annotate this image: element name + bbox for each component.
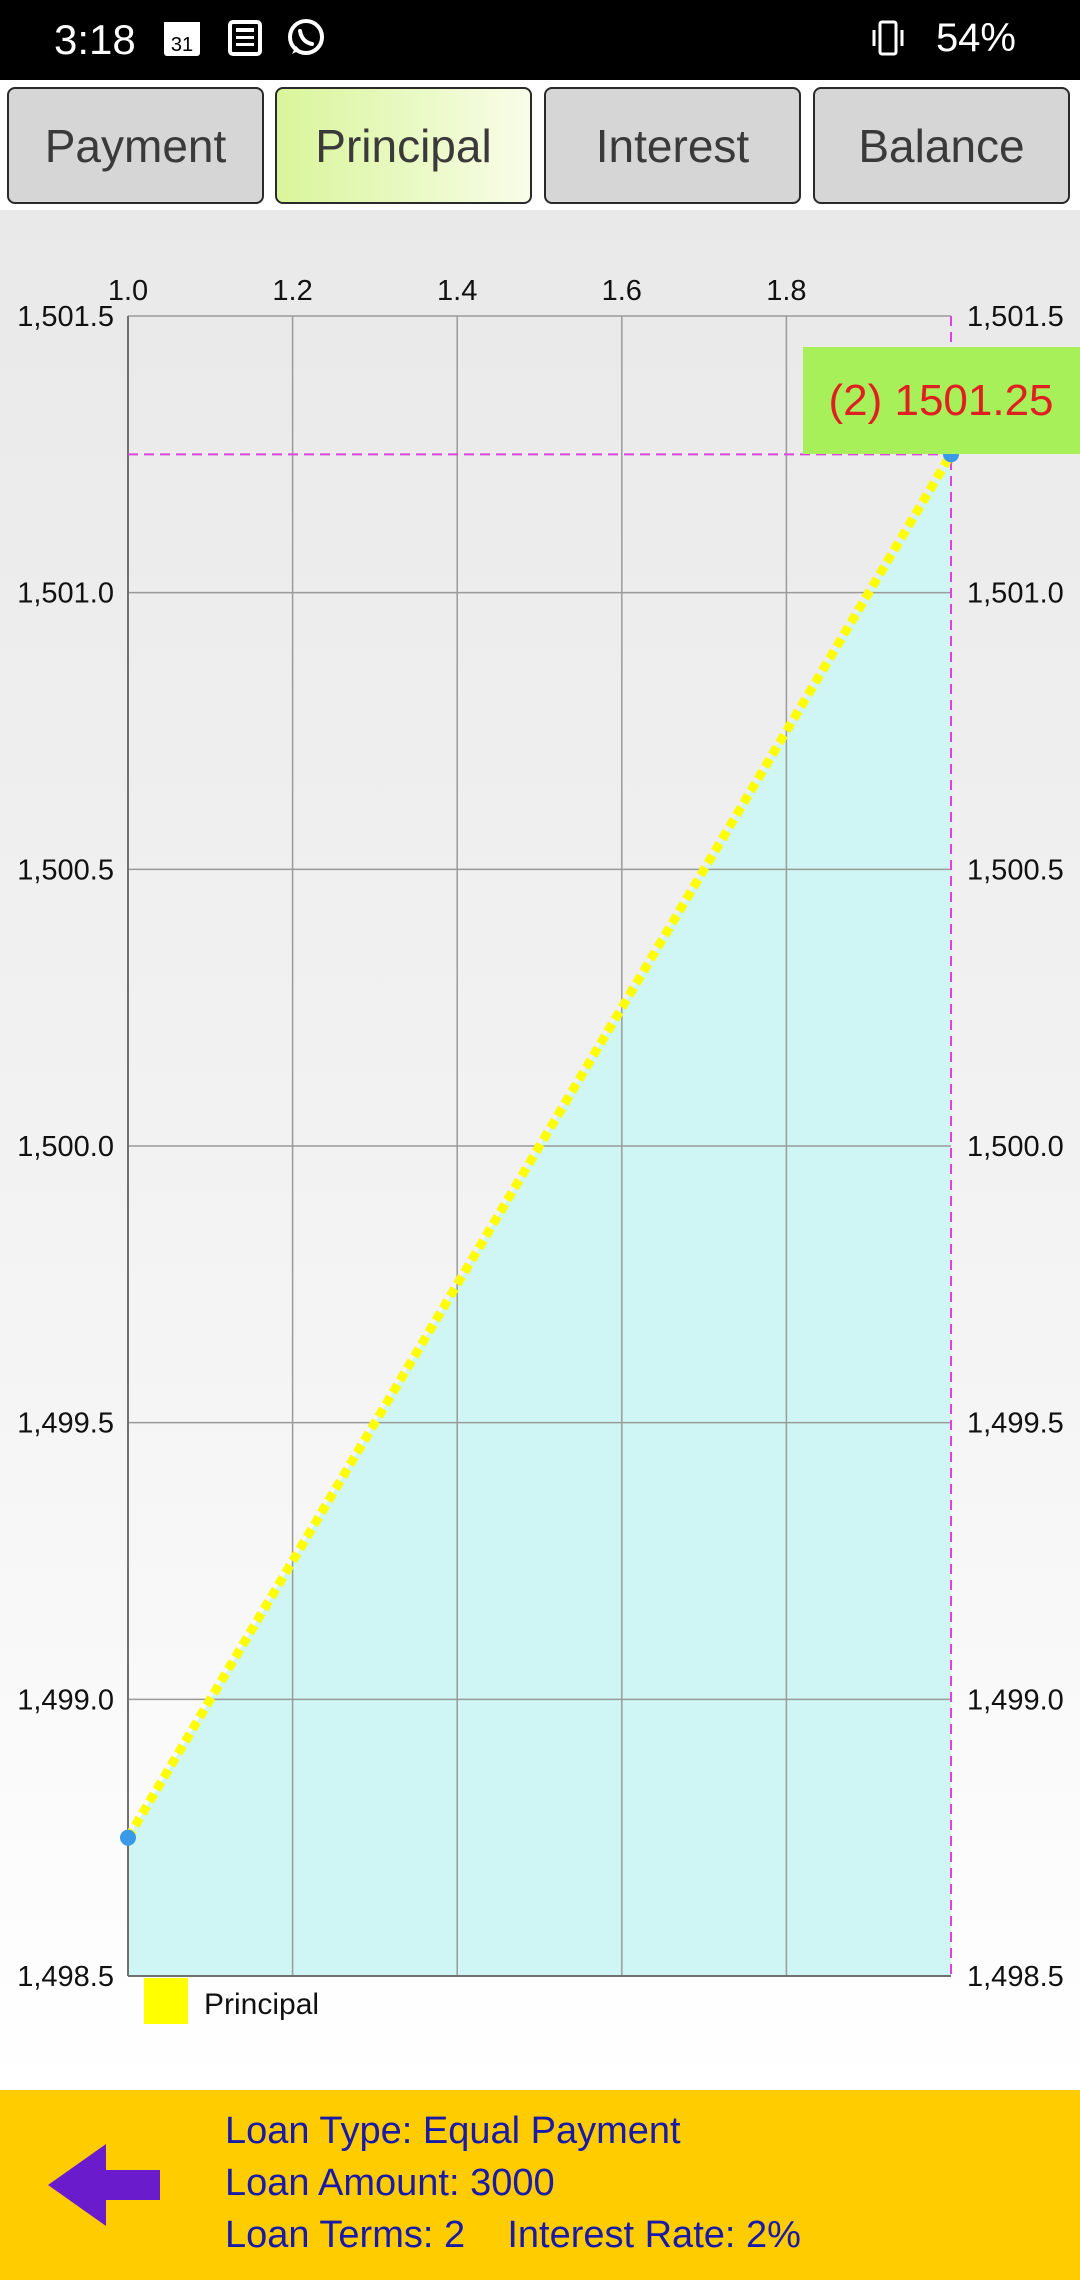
- news-icon: [228, 20, 262, 56]
- data-point: [120, 1829, 136, 1846]
- tab-row: Payment Principal Interest Balance: [0, 80, 1080, 210]
- chart-area[interactable]: 1.0 1.2 1.4 1.6 1.8 1,501.5 1,501.5 1,501.0 1,50…: [0, 210, 1080, 2090]
- loan-info-panel: Loan Type: Equal Payment Loan Amount: 30…: [0, 2090, 1080, 2280]
- y-tick-label-right: 1,501.0: [967, 578, 1064, 610]
- y-tick-label-right: 1,499.0: [967, 1684, 1064, 1716]
- loan-amount-text: Loan Amount: 3000: [225, 2162, 555, 2204]
- y-tick-label-left: 1,499.0: [17, 1684, 114, 1716]
- y-tick-label-left: 1,499.5: [17, 1408, 114, 1440]
- y-tick-label-right: 1,500.5: [967, 854, 1064, 886]
- x-tick-label: 1.8: [766, 275, 806, 307]
- tab-principal[interactable]: Principal: [275, 87, 532, 204]
- calendar-icon: 31: [164, 22, 200, 56]
- y-tick-label-left: 1,498.5: [17, 1961, 114, 1993]
- x-tick-label: 1.6: [602, 275, 642, 307]
- loan-terms-rate-text: Loan Terms: 2 Interest Rate: 2%: [225, 2214, 801, 2256]
- svg-text:31: 31: [171, 34, 193, 56]
- x-tick-label: 1.4: [437, 275, 477, 307]
- y-tick-label-left: 1,501.5: [17, 301, 114, 333]
- y-tick-label-right: 1,500.0: [967, 1131, 1064, 1163]
- loan-type-text: Loan Type: Equal Payment: [225, 2110, 681, 2152]
- x-tick-label: 1.0: [108, 275, 148, 307]
- y-tick-label-right: 1,501.5: [967, 301, 1064, 333]
- series-line-principal: [124, 452, 955, 1840]
- back-arrow-icon[interactable]: [44, 2140, 164, 2230]
- y-tick-label-left: 1,501.0: [17, 578, 114, 610]
- principal-chart[interactable]: 1.0 1.2 1.4 1.6 1.8 1,501.5 1,501.5 1,501.0 1,50…: [0, 210, 1080, 2090]
- highlight-label-box: [803, 347, 1080, 454]
- y-tick-label-right: 1,498.5: [967, 1961, 1064, 1993]
- series-area-fill: [128, 454, 951, 1977]
- status-bar: 3:18 31 54%: [0, 0, 1080, 80]
- tab-interest[interactable]: Interest: [544, 87, 801, 204]
- x-tick-label: 1.2: [272, 275, 312, 307]
- y-tick-label-left: 1,500.0: [17, 1131, 114, 1163]
- y-tick-label-left: 1,500.5: [17, 854, 114, 886]
- highlight-label-text: (2) 1501.25: [828, 376, 1053, 425]
- vibrate-icon: [872, 20, 904, 56]
- tab-payment[interactable]: Payment: [7, 87, 264, 204]
- battery-level: 54%: [935, 16, 1016, 60]
- legend-label-principal: Principal: [204, 1988, 319, 2021]
- legend-swatch-principal: [144, 1978, 188, 2024]
- status-time: 3:18: [54, 16, 136, 63]
- y-tick-label-right: 1,499.5: [967, 1408, 1064, 1440]
- tab-balance[interactable]: Balance: [813, 87, 1070, 204]
- whatsapp-icon: [288, 19, 324, 55]
